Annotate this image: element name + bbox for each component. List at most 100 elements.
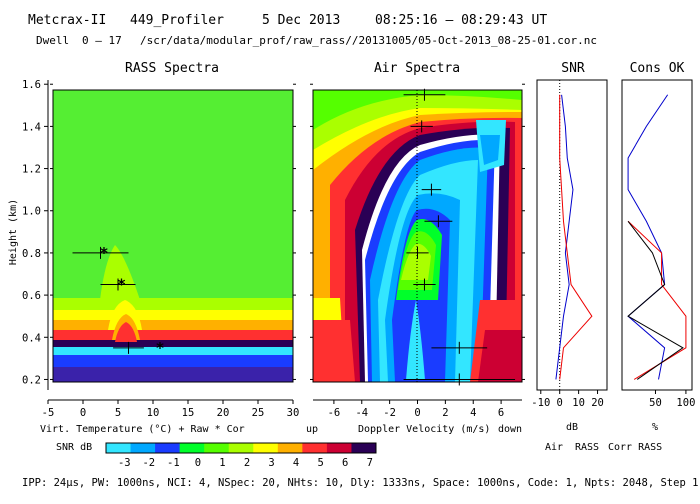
x-tick-label: -6 [328,407,341,419]
colorbar-tick-label: 5 [317,457,323,469]
air-layer [406,300,425,380]
axes: 0.2 0.4 0.6 0.8 1.0 1.2 1.4 1.6 -5 0 5 10 15 20 25 30 -6… [22,79,695,419]
snr-x-label: dB [566,422,578,433]
x-tick-label: -2 [383,407,396,419]
cons-line-0 [627,94,669,380]
colorbar-tick-label: 2 [244,457,250,469]
x-tick-label: 6 [498,407,504,419]
rass-spectra-panel: * * * [52,89,294,383]
air-markers [403,88,516,386]
colorbar-swatch [204,443,230,453]
colorbar-swatch [277,443,303,453]
x-tick-label: 20 [217,407,230,419]
rass-frame [52,89,294,383]
colorbar-tick-label: -1 [167,457,180,469]
header-date: 5 Dec 2013 [262,13,340,28]
y-tick-label: 0.6 [22,290,41,302]
rass-markers: * * * [72,244,165,357]
footer-params: IPP: 24μs, PW: 1000ns, NCI: 4, NSpec: 20… [22,477,698,489]
header-profiler: 449_Profiler [130,13,224,28]
y-tick-label: 0.8 [22,248,41,260]
header-dwell: Dwell [36,34,69,47]
colorbar-tick-label: 1 [219,457,225,469]
air-x-right-label: down [498,424,522,435]
y-tick-label: 0.2 [22,374,41,386]
y-axis: 0.2 0.4 0.6 0.8 1.0 1.2 1.4 1.6 [22,79,49,390]
colorbar-swatch [155,443,181,453]
air-layer [478,330,522,382]
x-tick-label: 25 [252,407,265,419]
rass-band [53,355,293,367]
rass-band [53,310,293,320]
rass-band [53,320,293,330]
colorbar-swatch [228,443,254,453]
y-axis-label: Height (km) [8,199,19,265]
y-tick-label: 1.0 [22,206,41,218]
header-instrument: Metcrax-II [28,13,106,28]
colorbar-swatch [130,443,156,453]
rass-x-label: Virt. Temperature (°C) + Raw * Cor [40,424,245,435]
x-tick-label: 0 [80,407,86,419]
colorbar-swatch [326,443,352,453]
x-tick-label: 4 [470,407,476,419]
air-layer [313,320,355,382]
snr-x-axis: -10 0 10 20 [531,390,604,409]
x-tick-label: 5 [115,407,121,419]
x-tick-label: 0 [557,397,563,409]
snr-frame [536,79,608,391]
colorbar-tick-label: 4 [293,457,299,469]
x-tick-label: -5 [42,407,55,419]
rass-cor-point: * [99,244,108,262]
colorbar-swatch [179,443,205,453]
x-tick-label: 50 [649,397,662,409]
cons-line-1 [627,220,687,380]
rass-bump [100,245,140,300]
x-tick-label: 20 [591,397,604,409]
rass-band [53,367,293,382]
rass-band [53,340,293,347]
colorbar-tick-label: 3 [268,457,274,469]
colorbar-swatch [351,443,377,453]
rass-bump [115,322,137,342]
rass-band [53,347,293,355]
air-x-axis: -6 -4 -2 0 2 4 6 [328,400,504,419]
x-tick-label: 100 [676,397,695,409]
cons-frame [621,79,693,391]
snr-line-1 [559,94,593,380]
y-tick-label: 0.4 [22,332,41,344]
colorbar-swatch [106,443,132,453]
air-x-left-label: up [306,424,318,435]
y-tick-label: 1.2 [22,164,41,176]
y-tick-label: 1.6 [22,79,41,91]
header-dwell-range: 0 – 17 [82,34,122,47]
legend-air: Air [545,442,563,453]
colorbar-title: SNR dB [56,442,92,453]
x-tick-label: 30 [287,407,300,419]
x-tick-label: -4 [355,407,368,419]
y-tick-label: 1.4 [22,121,41,133]
air-frame [312,89,523,383]
header-time-range: 08:25:16 – 08:29:43 UT [375,13,547,28]
cons-x-axis: 50 100 [649,390,695,409]
rass-x-axis: -5 0 5 10 15 20 25 30 [42,400,300,419]
colorbar-tick-label: 7 [367,457,373,469]
colorbar-swatch [302,443,328,453]
x-tick-label: 10 [572,397,585,409]
air-title: Air Spectra [374,61,460,76]
rass-cor-point: * [155,339,164,357]
air-x-label: Doppler Velocity (m/s) [358,424,490,435]
x-tick-label: 10 [147,407,160,419]
colorbar: -3 -2 -1 0 1 2 3 4 5 6 7 [105,442,377,469]
colorbar-frame [105,442,377,454]
snr-line-0 [555,94,574,380]
colorbar-tick-label: 0 [195,457,201,469]
x-tick-label: -10 [531,397,550,409]
rass-cor-point: * [117,276,126,294]
cons-title: Cons OK [630,61,685,76]
x-tick-label: 0 [414,407,420,419]
x-tick-label: 15 [182,407,195,419]
cons-x-label: % [652,422,658,433]
rass-band [53,330,293,340]
colorbar-swatch [253,443,279,453]
